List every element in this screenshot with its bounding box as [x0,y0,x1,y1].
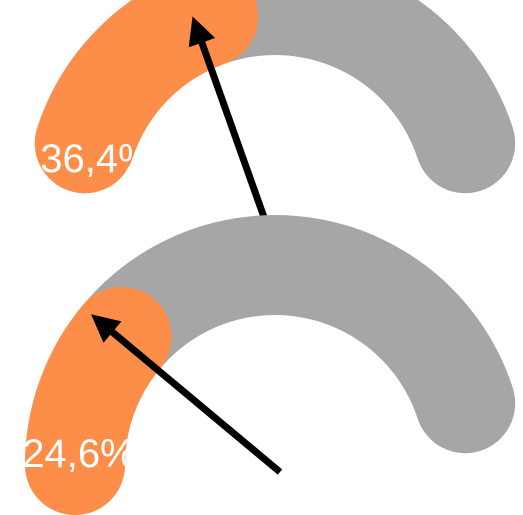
gauge-1-value-arc [34,0,258,194]
gauge-2-value-label: 24,6% [22,432,135,476]
gauge-1: 36,4% [34,0,516,222]
gauge-1-needle [188,16,269,222]
gauge-2-value-arc [25,286,172,515]
gauge-2: 24,6% [22,215,516,515]
gauge-2-needle [91,314,283,475]
gauge-1-value-label: 36,4% [40,137,153,181]
